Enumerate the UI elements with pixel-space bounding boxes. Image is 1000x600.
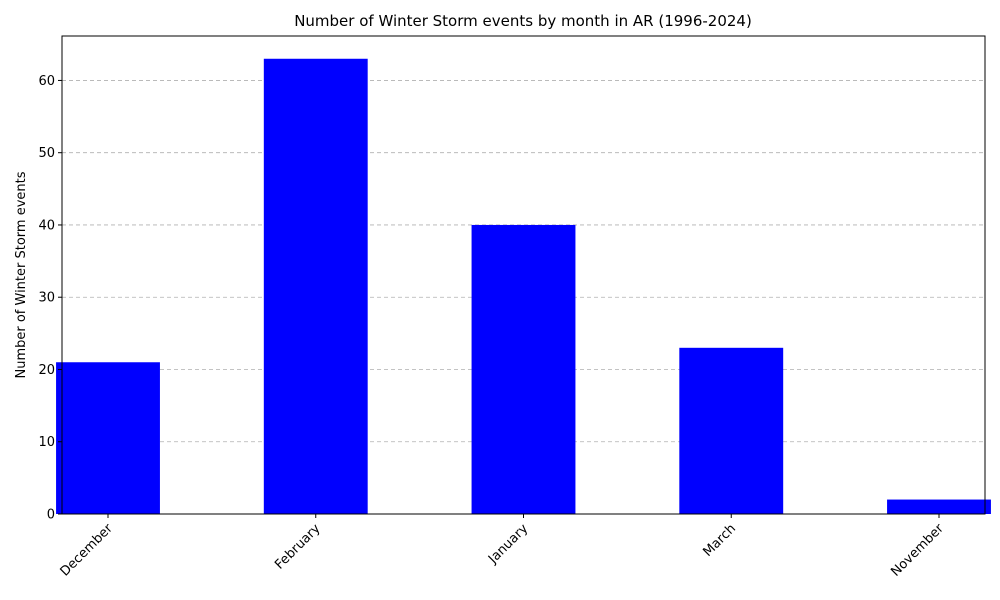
bar-november [887, 499, 991, 514]
chart-title: Number of Winter Storm events by month i… [294, 12, 752, 30]
y-tick-label: 40 [38, 218, 55, 233]
y-ticks: 0 10 20 30 40 50 60 [38, 74, 62, 523]
y-tick-label: 30 [38, 291, 55, 306]
y-tick-label: 50 [38, 146, 55, 161]
y-tick-label: 10 [38, 435, 55, 450]
bar-december [56, 362, 160, 514]
y-axis-label: Number of Winter Storm events [14, 171, 29, 378]
y-tick-label: 60 [38, 74, 55, 89]
y-tick-label: 0 [47, 508, 55, 523]
bar-march [679, 347, 784, 514]
y-tick-label: 20 [38, 363, 55, 378]
bars [56, 58, 991, 515]
bar-february [263, 58, 368, 515]
bar-january [471, 224, 576, 514]
